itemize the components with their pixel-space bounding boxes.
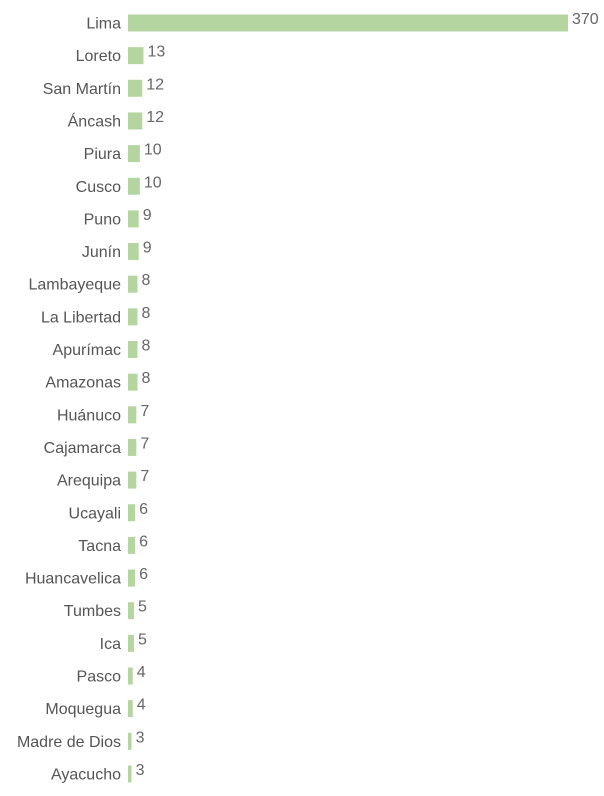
bar	[128, 634, 134, 652]
value-label: 9	[143, 240, 152, 257]
value-labels: 370 13 12 12 10 10 9 9 8 8 8 8 7 7 7 6 6 6 5 5 4 4 3 3	[136, 11, 599, 779]
value-label: 4	[137, 664, 146, 681]
value-label: 12	[146, 109, 164, 126]
bar	[128, 308, 138, 326]
value-label: 3	[136, 729, 145, 746]
bar	[128, 177, 140, 195]
category-label: Tacna	[78, 538, 121, 555]
bar	[128, 438, 137, 456]
bar	[128, 765, 132, 783]
category-label: Ayacucho	[51, 766, 121, 783]
category-label: Cajamarca	[44, 440, 121, 457]
category-label: La Libertad	[41, 309, 121, 326]
bar	[128, 145, 140, 163]
bar	[128, 504, 136, 522]
bar	[128, 47, 144, 65]
bar	[128, 210, 139, 228]
category-label: Arequipa	[57, 473, 121, 490]
category-label: Ica	[100, 636, 121, 653]
value-label: 10	[144, 142, 162, 159]
category-label: Huancavelica	[25, 571, 121, 588]
value-label: 8	[142, 305, 151, 322]
bar	[128, 471, 137, 489]
bars-layer	[128, 14, 568, 783]
value-label: 5	[138, 631, 147, 648]
value-label: 6	[139, 566, 148, 583]
bar	[128, 732, 132, 750]
bar	[128, 373, 138, 391]
bar	[128, 569, 136, 587]
category-label: Moquegua	[45, 701, 121, 718]
category-label: Áncash	[68, 111, 121, 130]
category-label: San Martín	[43, 81, 121, 98]
bar	[128, 406, 137, 424]
category-label: Pasco	[77, 669, 122, 686]
value-label: 8	[142, 272, 151, 289]
value-label: 4	[137, 697, 146, 714]
category-label: Amazonas	[45, 375, 121, 392]
value-label: 7	[140, 468, 149, 485]
bar	[128, 341, 138, 358]
category-label: Tumbes	[64, 603, 121, 620]
value-label: 7	[140, 403, 149, 420]
category-label: Puno	[84, 211, 121, 228]
value-label: 10	[144, 174, 162, 191]
value-label: 8	[142, 370, 151, 387]
bar	[128, 79, 143, 97]
category-label: Piura	[84, 146, 121, 163]
category-label: Junín	[82, 244, 121, 261]
value-label: 6	[139, 533, 148, 550]
bar	[128, 14, 568, 32]
value-label: 5	[138, 599, 147, 616]
value-label: 370	[572, 11, 599, 28]
bar	[128, 112, 143, 130]
value-label: 6	[139, 501, 148, 518]
category-label: Lambayeque	[28, 277, 121, 294]
bar	[128, 536, 136, 554]
category-label: Madre de Dios	[17, 734, 121, 751]
value-label: 12	[146, 76, 164, 93]
value-label: 9	[143, 207, 152, 224]
bar	[128, 275, 138, 293]
bar	[128, 243, 139, 261]
bar	[128, 602, 134, 620]
bar	[128, 700, 133, 718]
category-label: Apurímac	[53, 342, 121, 359]
value-label: 7	[140, 435, 149, 452]
category-label: Lima	[86, 16, 121, 33]
bar	[128, 667, 133, 685]
category-labels: Lima Loreto San Martín Áncash Piura Cusco Puno…	[17, 16, 121, 784]
category-label: Cusco	[76, 179, 121, 196]
category-label: Loreto	[76, 48, 121, 65]
category-label: Huánuco	[57, 407, 121, 424]
value-label: 3	[136, 762, 145, 779]
category-label: Ucayali	[69, 505, 121, 522]
value-label: 13	[147, 44, 165, 61]
value-label: 8	[142, 338, 151, 355]
